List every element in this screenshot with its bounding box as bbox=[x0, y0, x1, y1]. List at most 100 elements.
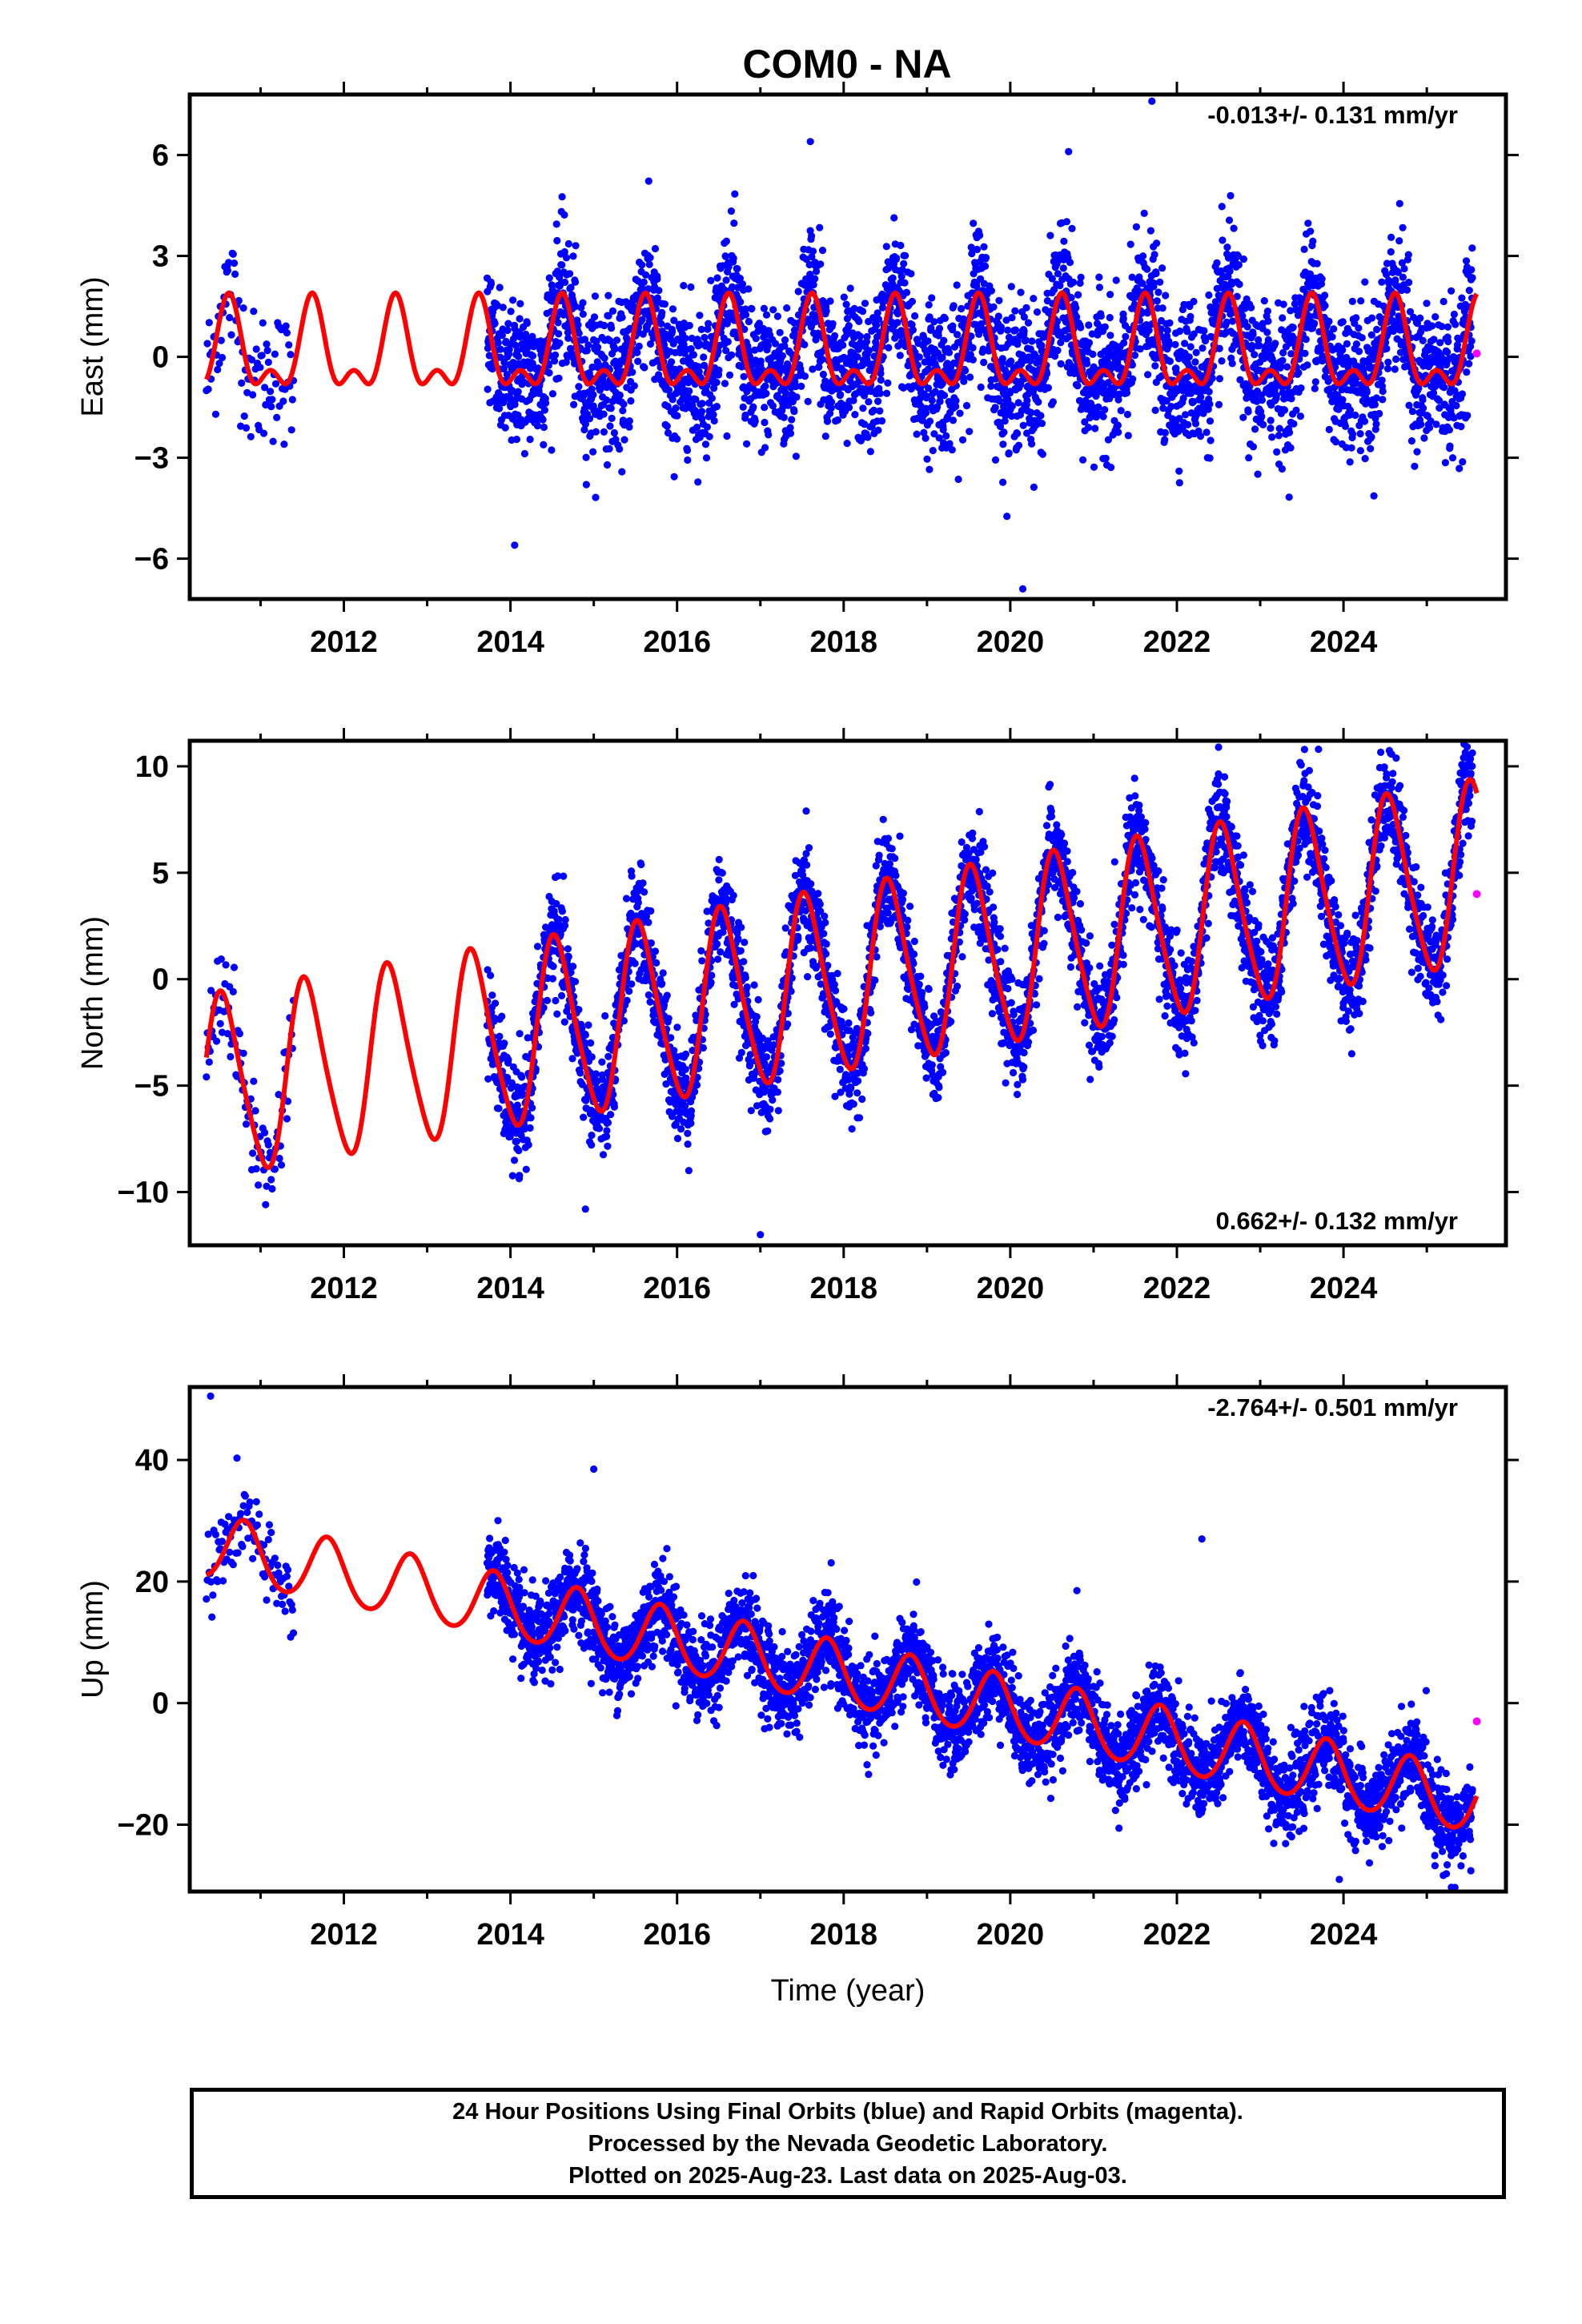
east-data-point bbox=[1185, 353, 1193, 361]
east-data-point bbox=[1271, 340, 1279, 348]
east-data-point bbox=[869, 314, 877, 322]
north-data-point bbox=[644, 991, 652, 999]
east-data-point bbox=[1342, 444, 1350, 452]
north-data-point bbox=[263, 1182, 271, 1190]
east-data-point bbox=[548, 390, 557, 398]
east-data-point bbox=[891, 334, 899, 342]
east-data-point bbox=[948, 446, 956, 454]
east-data-point bbox=[516, 315, 524, 323]
east-x-tick-label: 2022 bbox=[1143, 625, 1211, 659]
east-data-point bbox=[685, 387, 693, 395]
north-data-point bbox=[218, 1028, 227, 1036]
east-data-point bbox=[1387, 233, 1395, 241]
east-data-point bbox=[621, 348, 629, 356]
east-data-point bbox=[1074, 382, 1082, 390]
east-data-point bbox=[1248, 342, 1256, 350]
east-data-point bbox=[669, 396, 677, 404]
east-data-point bbox=[873, 309, 881, 317]
north-data-point bbox=[644, 919, 652, 927]
east-data-point bbox=[1130, 352, 1139, 360]
north-data-point bbox=[487, 971, 495, 979]
north-data-point bbox=[528, 1104, 536, 1112]
north-data-point bbox=[568, 1055, 576, 1063]
east-data-point bbox=[1054, 347, 1062, 355]
east-data-point bbox=[534, 364, 542, 372]
east-data-point bbox=[1432, 420, 1440, 428]
east-data-point bbox=[249, 391, 257, 399]
east-data-point bbox=[1267, 424, 1275, 432]
east-data-point bbox=[1368, 314, 1376, 322]
east-data-point bbox=[1106, 291, 1114, 299]
east-data-point bbox=[542, 399, 550, 407]
east-plot-frame bbox=[187, 92, 1508, 601]
east-data-point bbox=[970, 219, 978, 227]
north-data-point bbox=[564, 952, 572, 961]
east-data-point bbox=[873, 321, 881, 329]
east-data-point bbox=[288, 396, 296, 404]
east-data-point bbox=[930, 354, 938, 362]
east-data-point bbox=[893, 319, 901, 327]
east-data-point bbox=[958, 304, 966, 313]
east-data-point bbox=[870, 352, 878, 360]
east-data-point bbox=[663, 422, 671, 430]
north-data-point bbox=[262, 1200, 270, 1208]
east-data-point bbox=[869, 406, 878, 414]
east-data-point bbox=[1399, 223, 1407, 231]
east-data-point bbox=[1349, 430, 1357, 438]
east-data-point bbox=[1464, 412, 1472, 420]
east-data-point bbox=[247, 432, 255, 440]
east-data-point bbox=[1219, 236, 1227, 244]
north-data-point bbox=[548, 975, 557, 983]
east-data-point bbox=[786, 424, 794, 432]
north-data-point bbox=[575, 1006, 583, 1014]
east-data-point bbox=[560, 247, 568, 256]
east-data-point bbox=[669, 305, 677, 313]
east-data-point bbox=[960, 377, 968, 385]
east-data-point bbox=[1287, 350, 1295, 358]
east-x-tick-label: 2018 bbox=[810, 625, 878, 659]
east-data-point bbox=[773, 312, 782, 320]
north-data-point bbox=[212, 1037, 221, 1045]
east-data-point bbox=[508, 387, 516, 395]
east-data-point bbox=[769, 402, 777, 410]
east-data-point bbox=[638, 316, 646, 324]
east-data-point bbox=[874, 426, 882, 434]
east-data-point bbox=[1004, 396, 1012, 404]
east-data-point bbox=[1162, 292, 1170, 300]
east-data-point bbox=[723, 432, 731, 440]
east-data-point bbox=[999, 478, 1007, 486]
east-data-point bbox=[1085, 321, 1093, 329]
east-data-point bbox=[1254, 470, 1262, 478]
east-data-point bbox=[575, 329, 583, 337]
east-outlier-point bbox=[511, 541, 519, 549]
east-data-point bbox=[997, 323, 1005, 331]
east-data-point bbox=[259, 319, 267, 327]
east-data-point bbox=[226, 314, 234, 322]
east-data-point bbox=[1468, 244, 1476, 252]
east-data-point bbox=[640, 278, 648, 286]
east-data-point bbox=[1268, 433, 1276, 441]
north-data-point bbox=[622, 895, 631, 903]
north-data-point bbox=[251, 1107, 259, 1115]
north-data-point bbox=[216, 1019, 224, 1027]
east-data-point bbox=[1104, 436, 1112, 444]
east-data-point bbox=[262, 400, 270, 409]
east-data-point bbox=[781, 342, 789, 350]
east-data-point bbox=[797, 382, 805, 390]
east-data-point bbox=[1277, 363, 1285, 371]
east-data-point bbox=[1129, 375, 1137, 383]
east-data-point bbox=[635, 342, 643, 350]
east-data-point bbox=[995, 296, 1003, 304]
north-data-point bbox=[484, 966, 492, 974]
east-data-point bbox=[843, 315, 851, 323]
east-data-point bbox=[874, 397, 882, 405]
east-data-point bbox=[203, 340, 211, 348]
east-data-point bbox=[1419, 404, 1427, 412]
east-data-point bbox=[958, 436, 967, 444]
east-data-point bbox=[701, 440, 710, 448]
east-data-point bbox=[1339, 396, 1347, 404]
east-data-point bbox=[1429, 389, 1438, 397]
east-data-point bbox=[1408, 408, 1416, 416]
north-data-point bbox=[203, 1073, 211, 1081]
north-data-point bbox=[595, 1124, 604, 1132]
